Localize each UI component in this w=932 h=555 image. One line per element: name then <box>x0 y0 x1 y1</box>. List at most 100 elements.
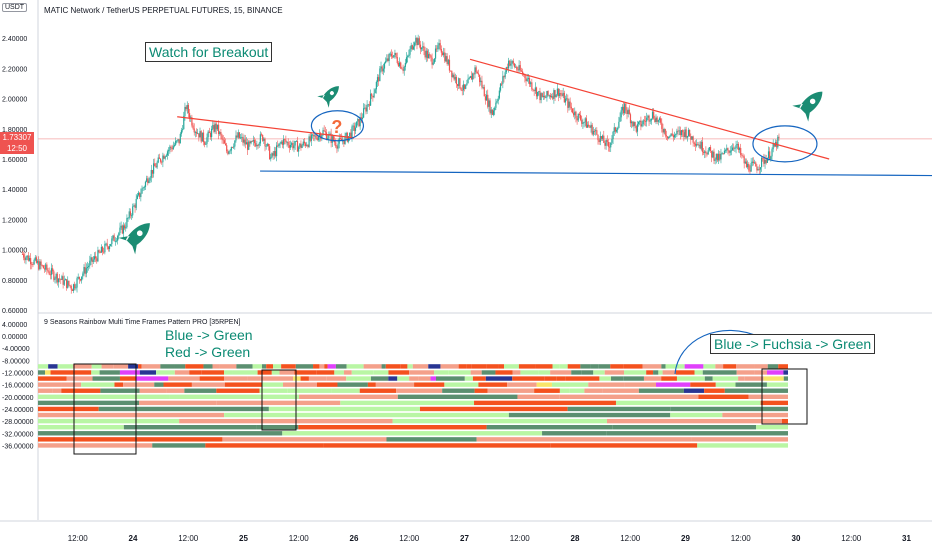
candle-body <box>422 46 424 48</box>
candle-body <box>528 78 531 85</box>
candle-body <box>535 87 538 97</box>
rainbow-segment <box>675 370 695 375</box>
candle-body <box>749 170 751 172</box>
time-tick-label: 27 <box>460 534 469 543</box>
rainbow-segment <box>670 406 788 412</box>
candle-body <box>101 246 104 252</box>
candle-body <box>518 65 520 71</box>
rainbow-segment <box>216 400 341 406</box>
candle-body <box>754 162 756 164</box>
candle-body <box>245 142 248 145</box>
candle-body <box>408 54 410 56</box>
candle-body <box>750 163 752 172</box>
candle-body <box>452 74 454 78</box>
candle-body <box>424 50 426 58</box>
fuchsia-sequence-note: Blue -> Fuchsia -> Green <box>710 334 876 354</box>
candle-body <box>253 140 256 144</box>
candle-body <box>282 139 285 145</box>
rainbow-segment <box>638 388 684 393</box>
candle-body <box>607 142 610 147</box>
rainbow-segment <box>610 364 624 369</box>
candle-body <box>608 146 611 148</box>
candle-body <box>546 91 548 98</box>
rainbow-segment <box>139 370 157 375</box>
rainbow-segment <box>160 364 175 369</box>
candle-body <box>653 111 655 119</box>
indicator-tick-label: -28.00000 <box>2 419 34 426</box>
candle-body <box>497 98 499 101</box>
candle-body <box>110 244 112 247</box>
candle-body <box>690 136 692 140</box>
candle-body <box>46 264 48 271</box>
candle-body <box>640 120 642 127</box>
rainbow-segment <box>294 370 317 375</box>
indicator-tick-label: -32.00000 <box>2 431 34 438</box>
candle-body <box>764 159 766 164</box>
candle-body <box>284 139 286 140</box>
candle-body <box>402 69 404 71</box>
rainbow-segment <box>778 364 788 369</box>
candle-body <box>548 95 550 97</box>
candle-body <box>671 133 673 136</box>
candle-body <box>77 276 79 279</box>
candle-body <box>648 115 650 122</box>
candle-body <box>637 121 640 125</box>
candle-body <box>704 151 706 153</box>
candle-body <box>68 280 70 286</box>
rainbow-segment <box>774 364 779 369</box>
candle-body <box>71 289 73 291</box>
candle-body <box>310 134 313 141</box>
rainbow-segment <box>567 364 581 369</box>
candle-body <box>86 266 89 269</box>
candle-body <box>631 121 633 124</box>
indicator-tick-label: -20.00000 <box>2 395 34 402</box>
candle-body <box>611 139 613 143</box>
candle-body <box>159 158 162 162</box>
rainbow-segment <box>703 364 716 369</box>
candle-body <box>458 78 460 87</box>
price-tick-label: 0.80000 <box>2 278 27 285</box>
rainbow-segment <box>552 364 560 369</box>
rainbow-segment <box>370 376 389 381</box>
candle-body <box>54 278 56 280</box>
candle-body <box>352 125 354 127</box>
rainbow-segment <box>551 382 589 387</box>
currency-badge[interactable]: USDT <box>2 3 28 12</box>
rainbow-segment <box>91 370 100 375</box>
candle-body <box>277 145 279 147</box>
candle-body <box>317 136 319 141</box>
candle-body <box>698 144 700 146</box>
candle-body <box>63 280 65 285</box>
rainbow-segment <box>283 382 317 387</box>
candle-body <box>737 143 739 150</box>
candle-body <box>67 280 69 288</box>
candle-body <box>373 93 375 98</box>
candle-body <box>463 84 466 89</box>
candle-body <box>701 141 704 152</box>
rainbow-segment <box>257 370 272 375</box>
candle-body <box>306 145 308 146</box>
rainbow-segment <box>156 370 175 375</box>
rainbow-segment <box>736 370 755 375</box>
rainbow-segment <box>293 376 301 381</box>
rainbow-segment <box>428 364 441 369</box>
candle-body <box>166 151 169 156</box>
time-tick-label: 12:00 <box>841 534 862 543</box>
candle-body <box>772 143 774 150</box>
candle-body <box>340 138 343 141</box>
candle-body <box>378 77 380 82</box>
candle-body <box>121 225 123 234</box>
candle-body <box>78 276 80 280</box>
candle-body <box>756 166 758 171</box>
candle-body <box>451 70 453 78</box>
candle-body <box>141 188 143 194</box>
candle-body <box>524 74 526 78</box>
indicator-title: 9 Seasons Rainbow Multi Time Frames Patt… <box>44 319 241 326</box>
rainbow-segment <box>224 382 263 387</box>
candle-body <box>183 115 185 130</box>
rainbow-segment <box>736 364 755 369</box>
candle-body <box>626 110 628 114</box>
candle-body <box>771 149 773 157</box>
rainbow-segment <box>216 388 260 393</box>
